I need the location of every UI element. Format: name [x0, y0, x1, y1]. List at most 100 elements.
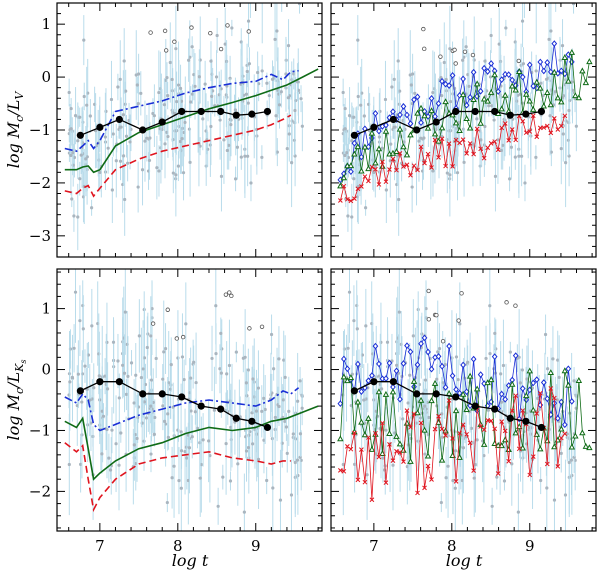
cluster-point — [539, 81, 543, 85]
cluster-point — [469, 426, 474, 430]
cross-marker — [425, 463, 431, 469]
triangle-marker — [414, 409, 421, 416]
cluster-point — [121, 363, 125, 367]
cluster-point — [364, 397, 368, 401]
panel-bottom-right: 7 8 9 log t — [330, 268, 597, 570]
cross-marker — [443, 163, 448, 169]
outlier-point — [225, 23, 230, 28]
triangle-marker — [337, 435, 344, 442]
cross-marker — [359, 184, 364, 189]
cluster-point — [282, 358, 286, 362]
cluster-point — [427, 415, 431, 420]
cross-marker — [464, 151, 469, 156]
cluster-point — [443, 363, 447, 367]
cross-marker — [422, 160, 427, 166]
cluster-point — [194, 380, 198, 385]
cluster-point — [440, 412, 444, 416]
triangle-marker — [526, 97, 533, 104]
cluster-point — [535, 0, 538, 2]
cluster-point — [219, 371, 223, 375]
observed-median-point — [76, 387, 84, 395]
observed-median-point — [432, 118, 440, 126]
observed-median-point — [178, 393, 186, 401]
triangle-marker — [421, 426, 428, 433]
cluster-point — [190, 92, 195, 96]
cluster-point — [343, 153, 347, 158]
cluster-point — [162, 103, 166, 107]
diamond-marker — [442, 383, 449, 391]
cluster-point — [343, 127, 347, 131]
cross-marker — [481, 427, 487, 433]
cluster-point — [347, 290, 352, 294]
observed-median-point — [158, 390, 166, 398]
cluster-point — [85, 103, 89, 107]
cluster-point — [155, 166, 159, 170]
y-tick-label: 0 — [41, 68, 51, 86]
cluster-point — [152, 114, 156, 118]
cluster-point — [279, 90, 283, 94]
triangle-marker — [361, 431, 369, 438]
cross-marker — [355, 186, 361, 192]
triangle-marker — [382, 390, 390, 397]
cluster-point — [198, 476, 202, 480]
cluster-point — [343, 106, 347, 111]
observed-median-point — [96, 123, 104, 131]
cluster-point — [479, 138, 483, 142]
cluster-point — [408, 373, 412, 377]
diamond-marker — [558, 67, 565, 75]
cross-marker — [551, 116, 557, 121]
cluster-point — [453, 449, 458, 453]
cluster-point — [502, 479, 507, 483]
panel-top-left: −3 −2 −1 0 1 log Mc/LV — [4, 2, 323, 258]
cross-marker — [432, 137, 438, 143]
cluster-point — [543, 332, 548, 337]
triangle-marker — [470, 96, 477, 102]
model-line-dashed — [64, 114, 292, 198]
cluster-point — [442, 60, 446, 65]
cluster-point — [493, 174, 498, 178]
triangle-marker — [558, 425, 565, 432]
diamond-marker — [519, 385, 526, 392]
cross-marker — [523, 130, 529, 136]
triangle-marker — [347, 162, 355, 169]
cluster-point — [483, 124, 487, 129]
triangle-marker — [579, 67, 586, 74]
y-tick-label: −3 — [29, 227, 51, 245]
cluster-point — [488, 75, 493, 79]
cluster-point — [243, 154, 247, 158]
triangle-marker — [582, 79, 590, 86]
cluster-point — [290, 160, 294, 165]
cross-marker — [520, 408, 526, 413]
cluster-point — [402, 140, 406, 144]
cluster-point — [166, 94, 170, 98]
outlier-point — [440, 338, 446, 344]
cross-marker — [411, 163, 417, 169]
outlier-point — [174, 336, 179, 341]
diamond-marker — [404, 342, 410, 349]
cluster-point — [218, 118, 222, 122]
cluster-point — [390, 85, 394, 89]
cluster-point — [72, 214, 76, 218]
triangle-marker — [407, 131, 414, 138]
cluster-point — [225, 372, 229, 376]
outlier-point — [246, 29, 251, 34]
cluster-point — [440, 435, 444, 439]
cluster-point — [534, 69, 538, 73]
observed-median-point — [76, 131, 84, 139]
triangle-marker — [396, 125, 404, 132]
diamond-marker — [337, 400, 344, 408]
cross-marker — [506, 458, 512, 464]
triangle-marker — [558, 98, 565, 105]
cluster-point — [293, 108, 297, 113]
cross-marker — [481, 155, 487, 161]
cluster-point — [109, 97, 114, 102]
cross-marker — [530, 113, 536, 119]
cross-marker — [387, 167, 392, 172]
cluster-point — [141, 367, 145, 371]
model-line-dashdot — [64, 387, 300, 432]
cluster-point — [555, 398, 559, 402]
cluster-point — [371, 352, 375, 356]
cross-marker — [471, 151, 476, 157]
cluster-point — [564, 160, 568, 165]
